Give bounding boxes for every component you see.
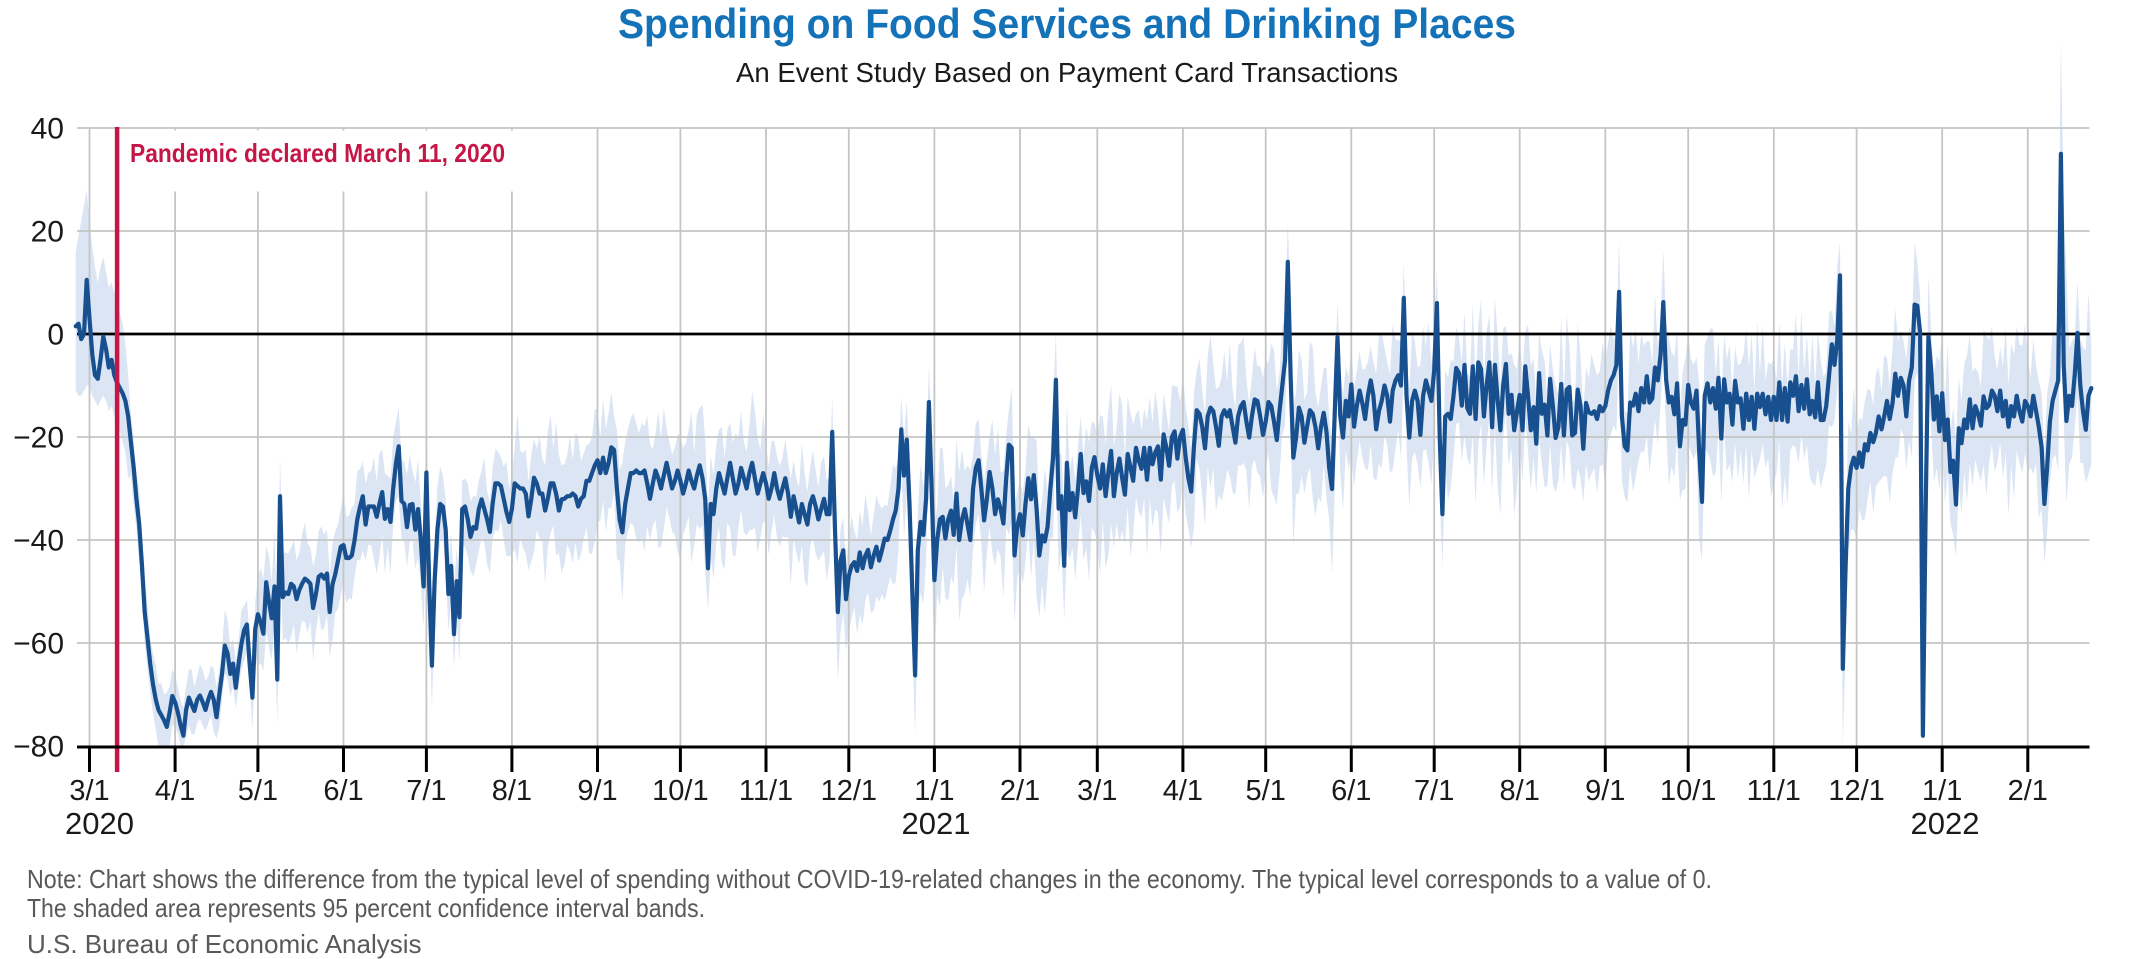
svg-text:Spending on Food Services and: Spending on Food Services and Drinking P… (618, 0, 1516, 47)
svg-text:5/1: 5/1 (1246, 775, 1286, 807)
svg-text:U.S. Bureau of Economic Analys: U.S. Bureau of Economic Analysis (27, 929, 422, 959)
svg-text:2022: 2022 (1911, 806, 1980, 841)
svg-text:8/1: 8/1 (1500, 775, 1540, 807)
svg-text:5/1: 5/1 (238, 775, 278, 807)
svg-text:1/1: 1/1 (1922, 775, 1962, 807)
svg-text:4/1: 4/1 (1163, 775, 1203, 807)
svg-text:−40: −40 (13, 525, 64, 558)
svg-text:9/1: 9/1 (1585, 775, 1625, 807)
svg-text:10/1: 10/1 (652, 775, 708, 807)
svg-text:Pandemic declared March 11, 20: Pandemic declared March 11, 2020 (130, 138, 505, 168)
svg-text:11/1: 11/1 (739, 775, 793, 807)
svg-text:9/1: 9/1 (577, 775, 617, 807)
svg-text:40: 40 (31, 113, 64, 146)
svg-text:20: 20 (31, 216, 64, 249)
svg-text:−80: −80 (13, 731, 64, 764)
svg-text:6/1: 6/1 (323, 775, 363, 807)
svg-text:−20: −20 (13, 422, 64, 455)
svg-text:7/1: 7/1 (1414, 775, 1454, 807)
svg-text:2021: 2021 (902, 806, 971, 841)
svg-text:1/1: 1/1 (914, 775, 954, 807)
svg-text:The shaded area represents 95: The shaded area represents 95 percent co… (27, 893, 705, 923)
svg-text:12/1: 12/1 (1828, 775, 1884, 807)
svg-text:6/1: 6/1 (1331, 775, 1371, 807)
svg-text:4/1: 4/1 (155, 775, 195, 807)
svg-text:2/1: 2/1 (1000, 775, 1040, 807)
svg-text:−60: −60 (13, 628, 64, 661)
svg-text:12/1: 12/1 (821, 775, 877, 807)
svg-text:2/1: 2/1 (2008, 775, 2048, 807)
svg-text:8/1: 8/1 (492, 775, 532, 807)
svg-text:Note: Chart shows the differen: Note: Chart shows the difference from th… (27, 864, 1712, 894)
svg-text:An Event Study Based on Paymen: An Event Study Based on Payment Card Tra… (736, 57, 1398, 88)
svg-text:0: 0 (47, 319, 64, 352)
svg-text:2020: 2020 (65, 806, 134, 841)
svg-text:11/1: 11/1 (1747, 775, 1801, 807)
svg-text:10/1: 10/1 (1660, 775, 1716, 807)
svg-text:3/1: 3/1 (69, 775, 109, 807)
svg-text:3/1: 3/1 (1077, 775, 1117, 807)
svg-text:7/1: 7/1 (406, 775, 446, 807)
